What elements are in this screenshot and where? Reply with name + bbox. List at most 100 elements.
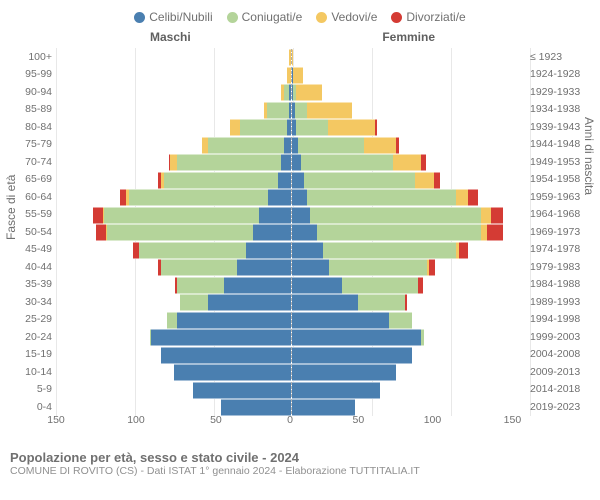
age-label: 85-89 [10, 103, 56, 115]
age-row: 90-941929-1933 [10, 83, 590, 101]
bar-segment [456, 189, 469, 206]
female-bar [292, 277, 527, 292]
age-row: 25-291994-1998 [10, 311, 590, 329]
legend-label: Vedovi/e [331, 10, 377, 24]
male-bar [56, 84, 292, 99]
male-bar [56, 364, 292, 379]
legend-label: Celibi/Nubili [149, 10, 212, 24]
bar-segment [434, 172, 440, 189]
age-label: 65-69 [10, 173, 56, 185]
bar-segment [287, 119, 290, 136]
bar-area [56, 207, 526, 222]
bar-segment [253, 224, 291, 241]
male-bar [56, 277, 292, 292]
bar-area [56, 294, 526, 309]
female-bar [292, 382, 527, 397]
age-row: 75-791944-1948 [10, 136, 590, 154]
bar-segment [281, 154, 290, 171]
bar-area [56, 259, 526, 274]
birth-year-label: 1974-1978 [526, 243, 590, 255]
bar-segment [237, 259, 291, 276]
age-label: 15-19 [10, 348, 56, 360]
legend-dot-icon [316, 12, 327, 23]
age-label: 60-64 [10, 191, 56, 203]
age-row: 100+≤ 1923 [10, 48, 590, 66]
bar-segment [389, 312, 411, 329]
bar-area [56, 84, 526, 99]
female-bar [292, 49, 527, 64]
male-bar [56, 67, 292, 82]
bar-area [56, 347, 526, 362]
male-bar [56, 329, 292, 344]
birth-year-label: 1989-1993 [526, 296, 590, 308]
bar-area [56, 277, 526, 292]
bar-segment [298, 137, 364, 154]
birth-year-label: 1939-1943 [526, 121, 590, 133]
birth-year-label: 1924-1928 [526, 68, 590, 80]
legend-dot-icon [227, 12, 238, 23]
age-row: 70-741949-1953 [10, 153, 590, 171]
bar-segment [323, 242, 456, 259]
bar-segment [415, 172, 434, 189]
bar-segment [246, 242, 290, 259]
bar-segment [289, 49, 291, 66]
bar-segment [292, 49, 294, 66]
bar-segment [208, 294, 290, 311]
bar-segment [208, 137, 284, 154]
bar-segment [296, 119, 328, 136]
age-label: 90-94 [10, 86, 56, 98]
female-bar [292, 347, 527, 362]
age-row: 95-991924-1928 [10, 66, 590, 84]
chart-footer: Popolazione per età, sesso e stato civil… [10, 450, 590, 477]
birth-year-label: ≤ 1923 [526, 51, 590, 63]
bar-segment [364, 137, 396, 154]
bar-segment [292, 312, 390, 329]
male-bar [56, 119, 292, 134]
birth-year-label: 1964-1968 [526, 208, 590, 220]
age-label: 30-34 [10, 296, 56, 308]
bar-segment [396, 137, 399, 154]
bar-segment [421, 154, 426, 171]
bar-segment [167, 312, 176, 329]
bar-segment [289, 84, 291, 101]
bar-area [56, 189, 526, 204]
x-tick-label: 50 [210, 414, 222, 426]
bar-segment [292, 259, 330, 276]
age-row: 80-84 1939-1943 [10, 118, 590, 136]
age-row: 50-541969-1973 [10, 223, 590, 241]
birth-year-label: 2009-2013 [526, 366, 590, 378]
bar-area [56, 382, 526, 397]
bar-segment [491, 207, 504, 224]
bar-segment [468, 189, 477, 206]
bar-segment [358, 294, 405, 311]
age-label: 5-9 [10, 383, 56, 395]
bar-segment [292, 242, 324, 259]
chart-rows: 100+≤ 192395-991924-192890-941929-1933 85… [10, 48, 590, 416]
bar-segment [278, 172, 291, 189]
bar-segment [421, 329, 424, 346]
bar-segment [405, 294, 407, 311]
age-label: 80-84 [10, 121, 56, 133]
female-bar [292, 154, 527, 169]
bar-segment [174, 364, 291, 381]
bar-segment [164, 172, 278, 189]
age-row: 10-142009-2013 [10, 363, 590, 381]
bar-segment [296, 84, 321, 101]
age-label: 20-24 [10, 331, 56, 343]
bar-segment [292, 172, 305, 189]
male-bar [56, 259, 292, 274]
male-bar [56, 207, 292, 222]
bar-segment [418, 277, 423, 294]
age-label: 55-59 [10, 208, 56, 220]
birth-year-label: 1954-1958 [526, 173, 590, 185]
bar-segment [292, 154, 301, 171]
population-pyramid-chart: Maschi Femmine Fasce di età Anni di nasc… [10, 30, 590, 450]
birth-year-label: 1934-1938 [526, 103, 590, 115]
age-label: 35-39 [10, 278, 56, 290]
bar-segment [429, 259, 435, 276]
bar-segment [230, 119, 239, 136]
bar-segment [393, 154, 421, 171]
bar-segment [292, 277, 343, 294]
bar-segment [292, 189, 308, 206]
male-bar [56, 242, 292, 257]
